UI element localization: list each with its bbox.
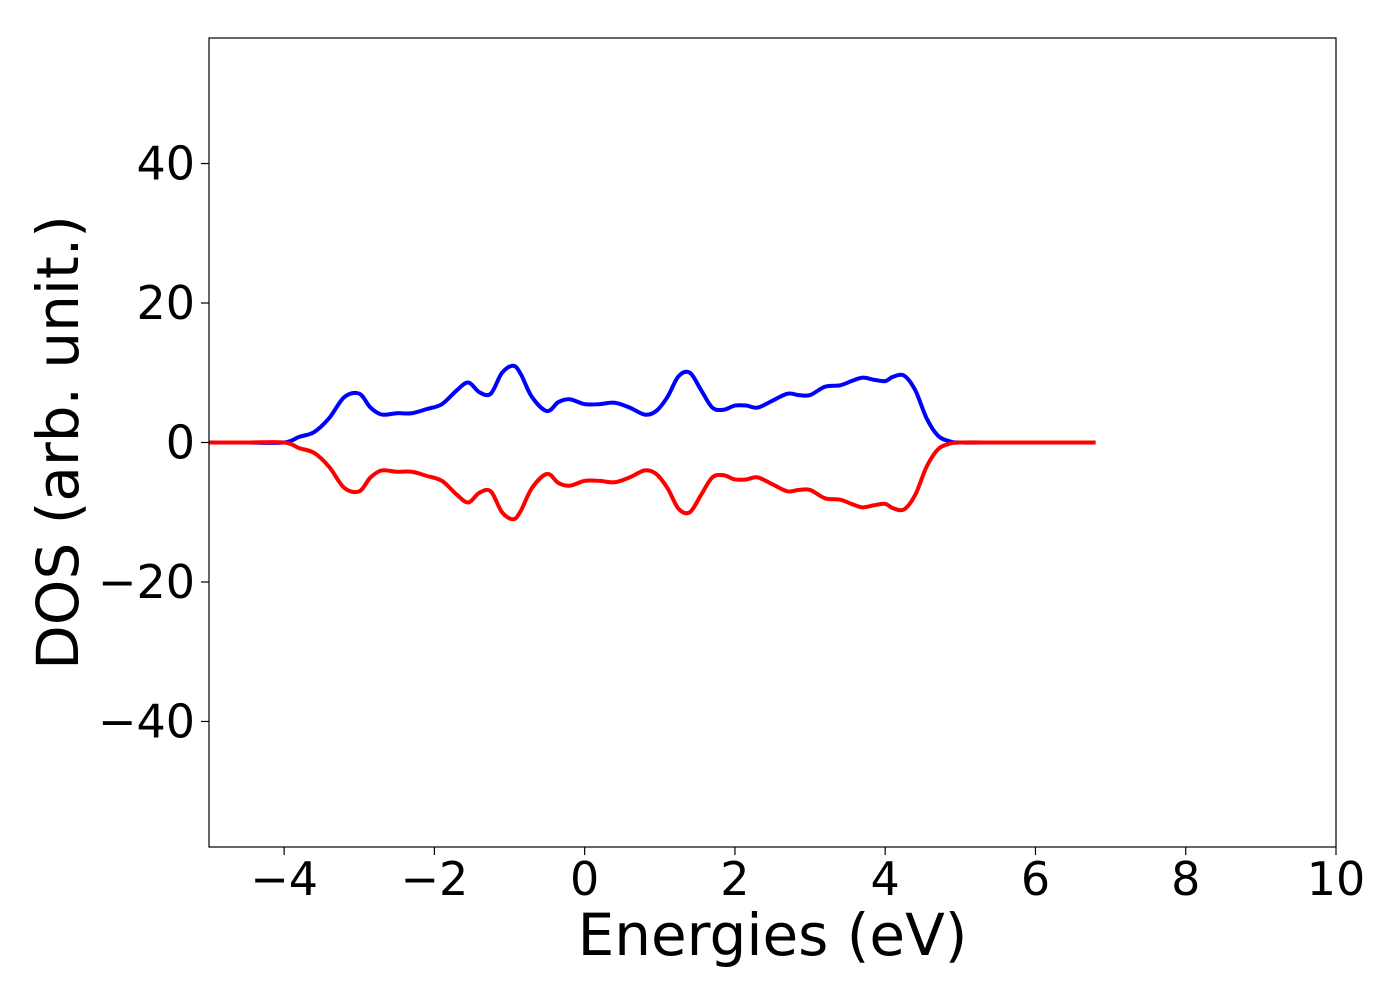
x-tick-label: 8	[1171, 852, 1200, 906]
y-tick-label: −40	[98, 694, 195, 748]
y-tick-label: 20	[136, 276, 195, 330]
x-tick-label: 6	[1021, 852, 1050, 906]
x-tick-label: −2	[400, 852, 468, 906]
y-tick-label: 40	[136, 137, 195, 191]
x-tick-label: 0	[570, 852, 599, 906]
series-layer	[208, 363, 1096, 522]
y-tick-label: −20	[98, 555, 195, 609]
x-tick-label: 4	[871, 852, 900, 906]
series-line-2	[208, 440, 1096, 522]
x-tick-label: 2	[720, 852, 749, 906]
y-axis-ticks: 40 20 0 −20 −40	[98, 137, 209, 748]
x-axis-ticks: −4 −2 0 2 4 6 8 10	[250, 847, 1365, 906]
series-line-1	[208, 363, 1096, 445]
x-axis-label: Energies (eV)	[578, 901, 968, 969]
x-tick-label: −4	[250, 852, 318, 906]
y-axis-label: DOS (arb. unit.)	[24, 215, 92, 670]
x-tick-label: 10	[1307, 852, 1366, 906]
y-tick-label: 0	[166, 416, 195, 470]
